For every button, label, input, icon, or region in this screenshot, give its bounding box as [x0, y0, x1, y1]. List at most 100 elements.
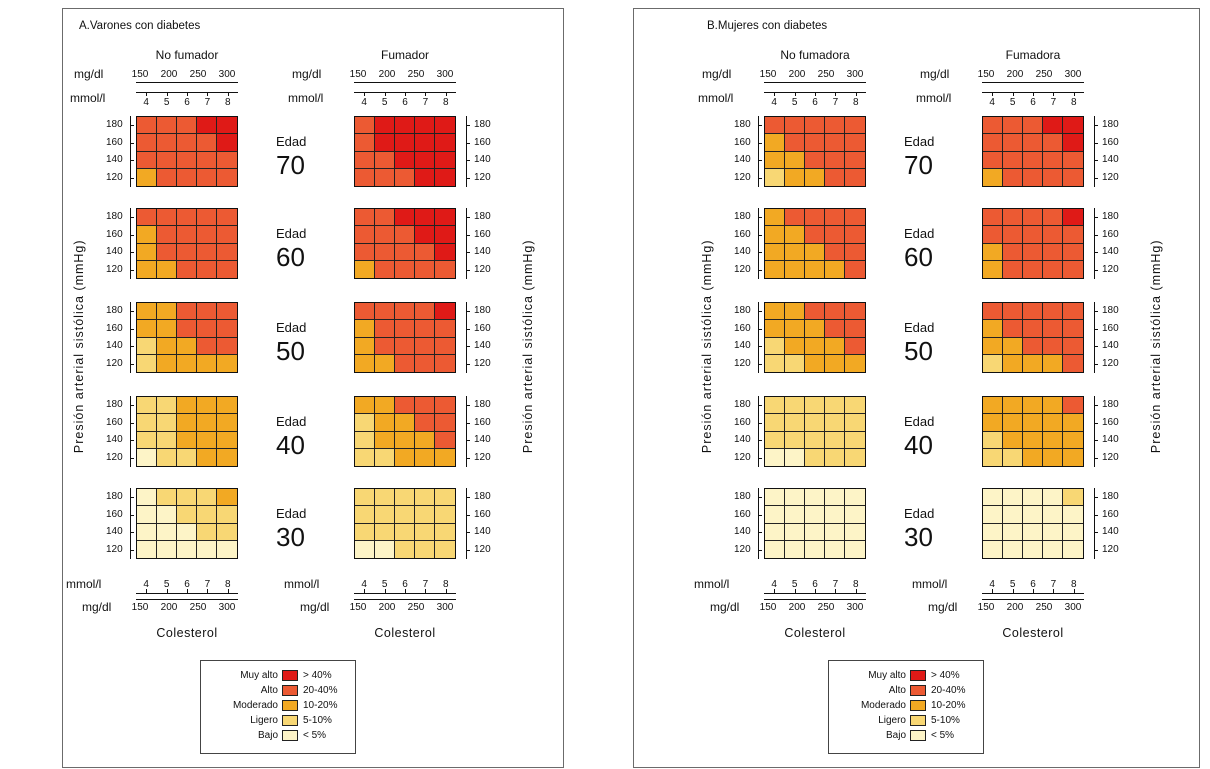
- mgdl-tick-label: 150: [349, 69, 367, 80]
- risk-cell: [157, 134, 177, 152]
- risk-cell: [785, 168, 805, 186]
- risk-cell: [805, 168, 825, 186]
- sbp-tick-label: 140: [106, 434, 123, 446]
- risk-cell: [805, 431, 825, 449]
- risk-cell: [765, 506, 785, 524]
- sbp-tick-label: 180: [106, 398, 123, 410]
- risk-cell: [845, 431, 865, 449]
- mgdl-tick-label: 200: [788, 69, 806, 80]
- sbp-tick-label: 160: [734, 322, 751, 334]
- risk-cell: [177, 397, 197, 415]
- sbp-tick-label: 140: [734, 154, 751, 166]
- risk-cell: [137, 134, 157, 152]
- sbp-tick-mark: [130, 234, 134, 236]
- risk-cell: [217, 226, 237, 244]
- risk-cell: [845, 209, 865, 227]
- sbp-tick-label: 180: [474, 304, 491, 316]
- mmol-tick-mark: [364, 92, 366, 96]
- legend-label: Moderado: [860, 700, 906, 711]
- sbp-tick-label: 120: [1102, 358, 1119, 370]
- sbp-tick-mark: [466, 234, 470, 236]
- risk-cell: [1003, 523, 1023, 541]
- sbp-tick-mark: [1094, 422, 1098, 424]
- risk-cell: [1043, 151, 1063, 169]
- mmol-tick-mark-bottom: [794, 589, 796, 593]
- risk-cell: [137, 117, 157, 135]
- sbp-tick-label: 180: [734, 398, 751, 410]
- age-label-edad: Edad: [276, 134, 307, 149]
- sbp-axis-line: [758, 116, 759, 187]
- sbp-tick-label: 180: [1102, 118, 1119, 130]
- sbp-tick-mark: [466, 346, 470, 348]
- risk-cell: [435, 506, 455, 524]
- risk-cell: [157, 354, 177, 372]
- mmol-tick-mark-bottom: [146, 589, 148, 593]
- risk-cell: [805, 260, 825, 278]
- mmol-tick-mark-bottom: [425, 589, 427, 593]
- risk-cell: [375, 354, 395, 372]
- sbp-axis-line: [130, 208, 131, 279]
- sbp-tick-mark: [466, 178, 470, 180]
- risk-cell: [1003, 134, 1023, 152]
- mmol-tick-mark-bottom: [364, 589, 366, 593]
- mmol-tick-label-bottom: 7: [1050, 579, 1057, 590]
- sbp-tick-mark: [130, 458, 134, 460]
- risk-cell: [1003, 226, 1023, 244]
- sbp-tick-label: 180: [1102, 304, 1119, 316]
- risk-cell: [1023, 506, 1043, 524]
- mmol-tick-label-bottom: 6: [1030, 579, 1036, 590]
- risk-cell: [1063, 226, 1083, 244]
- mmol-tick-label-bottom: 8: [1071, 579, 1077, 590]
- sbp-tick-label: 180: [734, 304, 751, 316]
- mmol-tick-label: 4: [361, 97, 367, 108]
- risk-cell: [157, 209, 177, 227]
- sbp-tick-label: 180: [106, 490, 123, 502]
- sbp-tick-label: 160: [474, 136, 491, 148]
- risk-cell: [395, 303, 415, 321]
- risk-cell: [415, 397, 435, 415]
- risk-cell: [1063, 117, 1083, 135]
- risk-cell: [805, 320, 825, 338]
- risk-cell: [415, 303, 435, 321]
- risk-cell: [355, 414, 375, 432]
- risk-cell: [375, 209, 395, 227]
- x-axis-title: Colesterol: [156, 626, 218, 640]
- risk-cell: [177, 448, 197, 466]
- sbp-tick-mark: [130, 160, 134, 162]
- sbp-tick-label: 120: [734, 544, 751, 556]
- risk-cell: [137, 243, 157, 261]
- risk-cell: [785, 226, 805, 244]
- risk-cell: [983, 448, 1003, 466]
- risk-cell: [395, 431, 415, 449]
- risk-cell: [765, 209, 785, 227]
- sbp-tick-label: 120: [106, 358, 123, 370]
- age-value: 60: [904, 242, 933, 272]
- sbp-tick-label: 180: [106, 304, 123, 316]
- risk-cell: [765, 226, 785, 244]
- risk-cell: [197, 448, 217, 466]
- risk-cell: [395, 523, 415, 541]
- risk-cell: [395, 506, 415, 524]
- risk-cell: [785, 354, 805, 372]
- risk-cell: [825, 151, 845, 169]
- risk-cell: [177, 489, 197, 507]
- age-value: 30: [276, 522, 305, 552]
- risk-cell: [825, 209, 845, 227]
- sbp-tick-label: 180: [1102, 490, 1119, 502]
- mmol-tick-mark: [166, 92, 168, 96]
- risk-cell: [983, 303, 1003, 321]
- sbp-tick-mark: [466, 532, 470, 534]
- risk-cell: [177, 209, 197, 227]
- risk-cell: [1023, 134, 1043, 152]
- mmol-tick-label: 8: [1071, 97, 1077, 108]
- risk-cell: [785, 506, 805, 524]
- risk-cell: [355, 540, 375, 558]
- mgdl-tick-label: 300: [846, 69, 864, 80]
- risk-cell: [217, 448, 237, 466]
- risk-cell: [765, 523, 785, 541]
- risk-grid-age-50: [982, 302, 1084, 373]
- risk-cell: [217, 540, 237, 558]
- risk-grid-age-60: [982, 208, 1084, 279]
- mmol-tick-label: 4: [143, 97, 149, 108]
- risk-cell: [157, 397, 177, 415]
